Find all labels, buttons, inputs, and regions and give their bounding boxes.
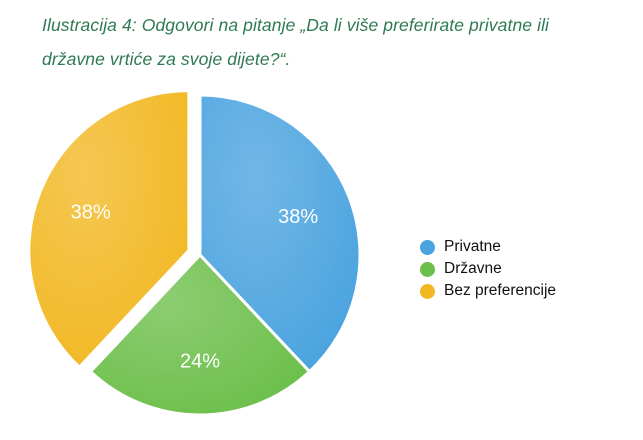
legend-item-privatne: Privatne [420, 236, 556, 258]
chart-legend: Privatne Državne Bez preferencije [420, 236, 556, 302]
pie-slice-shading [200, 95, 360, 372]
pie-slice-shading [90, 255, 310, 415]
caption-line-1: Ilustracija 4: Odgovori na pitanje „Da l… [42, 15, 550, 35]
legend-swatch [420, 283, 435, 299]
slice-label-bez-preferencije: 38% [71, 202, 111, 224]
slice-label-privatne: 38% [278, 206, 318, 228]
legend-item-bez-preferencije: Bez preferencije [420, 280, 556, 302]
legend-item-drzavne: Državne [420, 258, 556, 280]
figure-caption: Ilustracija 4: Odgovori na pitanje „Da l… [42, 8, 622, 76]
legend-label: Privatne [444, 238, 501, 255]
legend-swatch [420, 239, 435, 255]
legend-label: Državne [444, 260, 502, 277]
slice-label-drzavne: 24% [180, 351, 220, 373]
pie-slice-shading [28, 90, 189, 368]
caption-line-2: državne vrtiće za svoje dijete?“. [42, 49, 291, 69]
legend-label: Bez preferencije [444, 282, 557, 299]
legend-swatch [420, 261, 435, 277]
